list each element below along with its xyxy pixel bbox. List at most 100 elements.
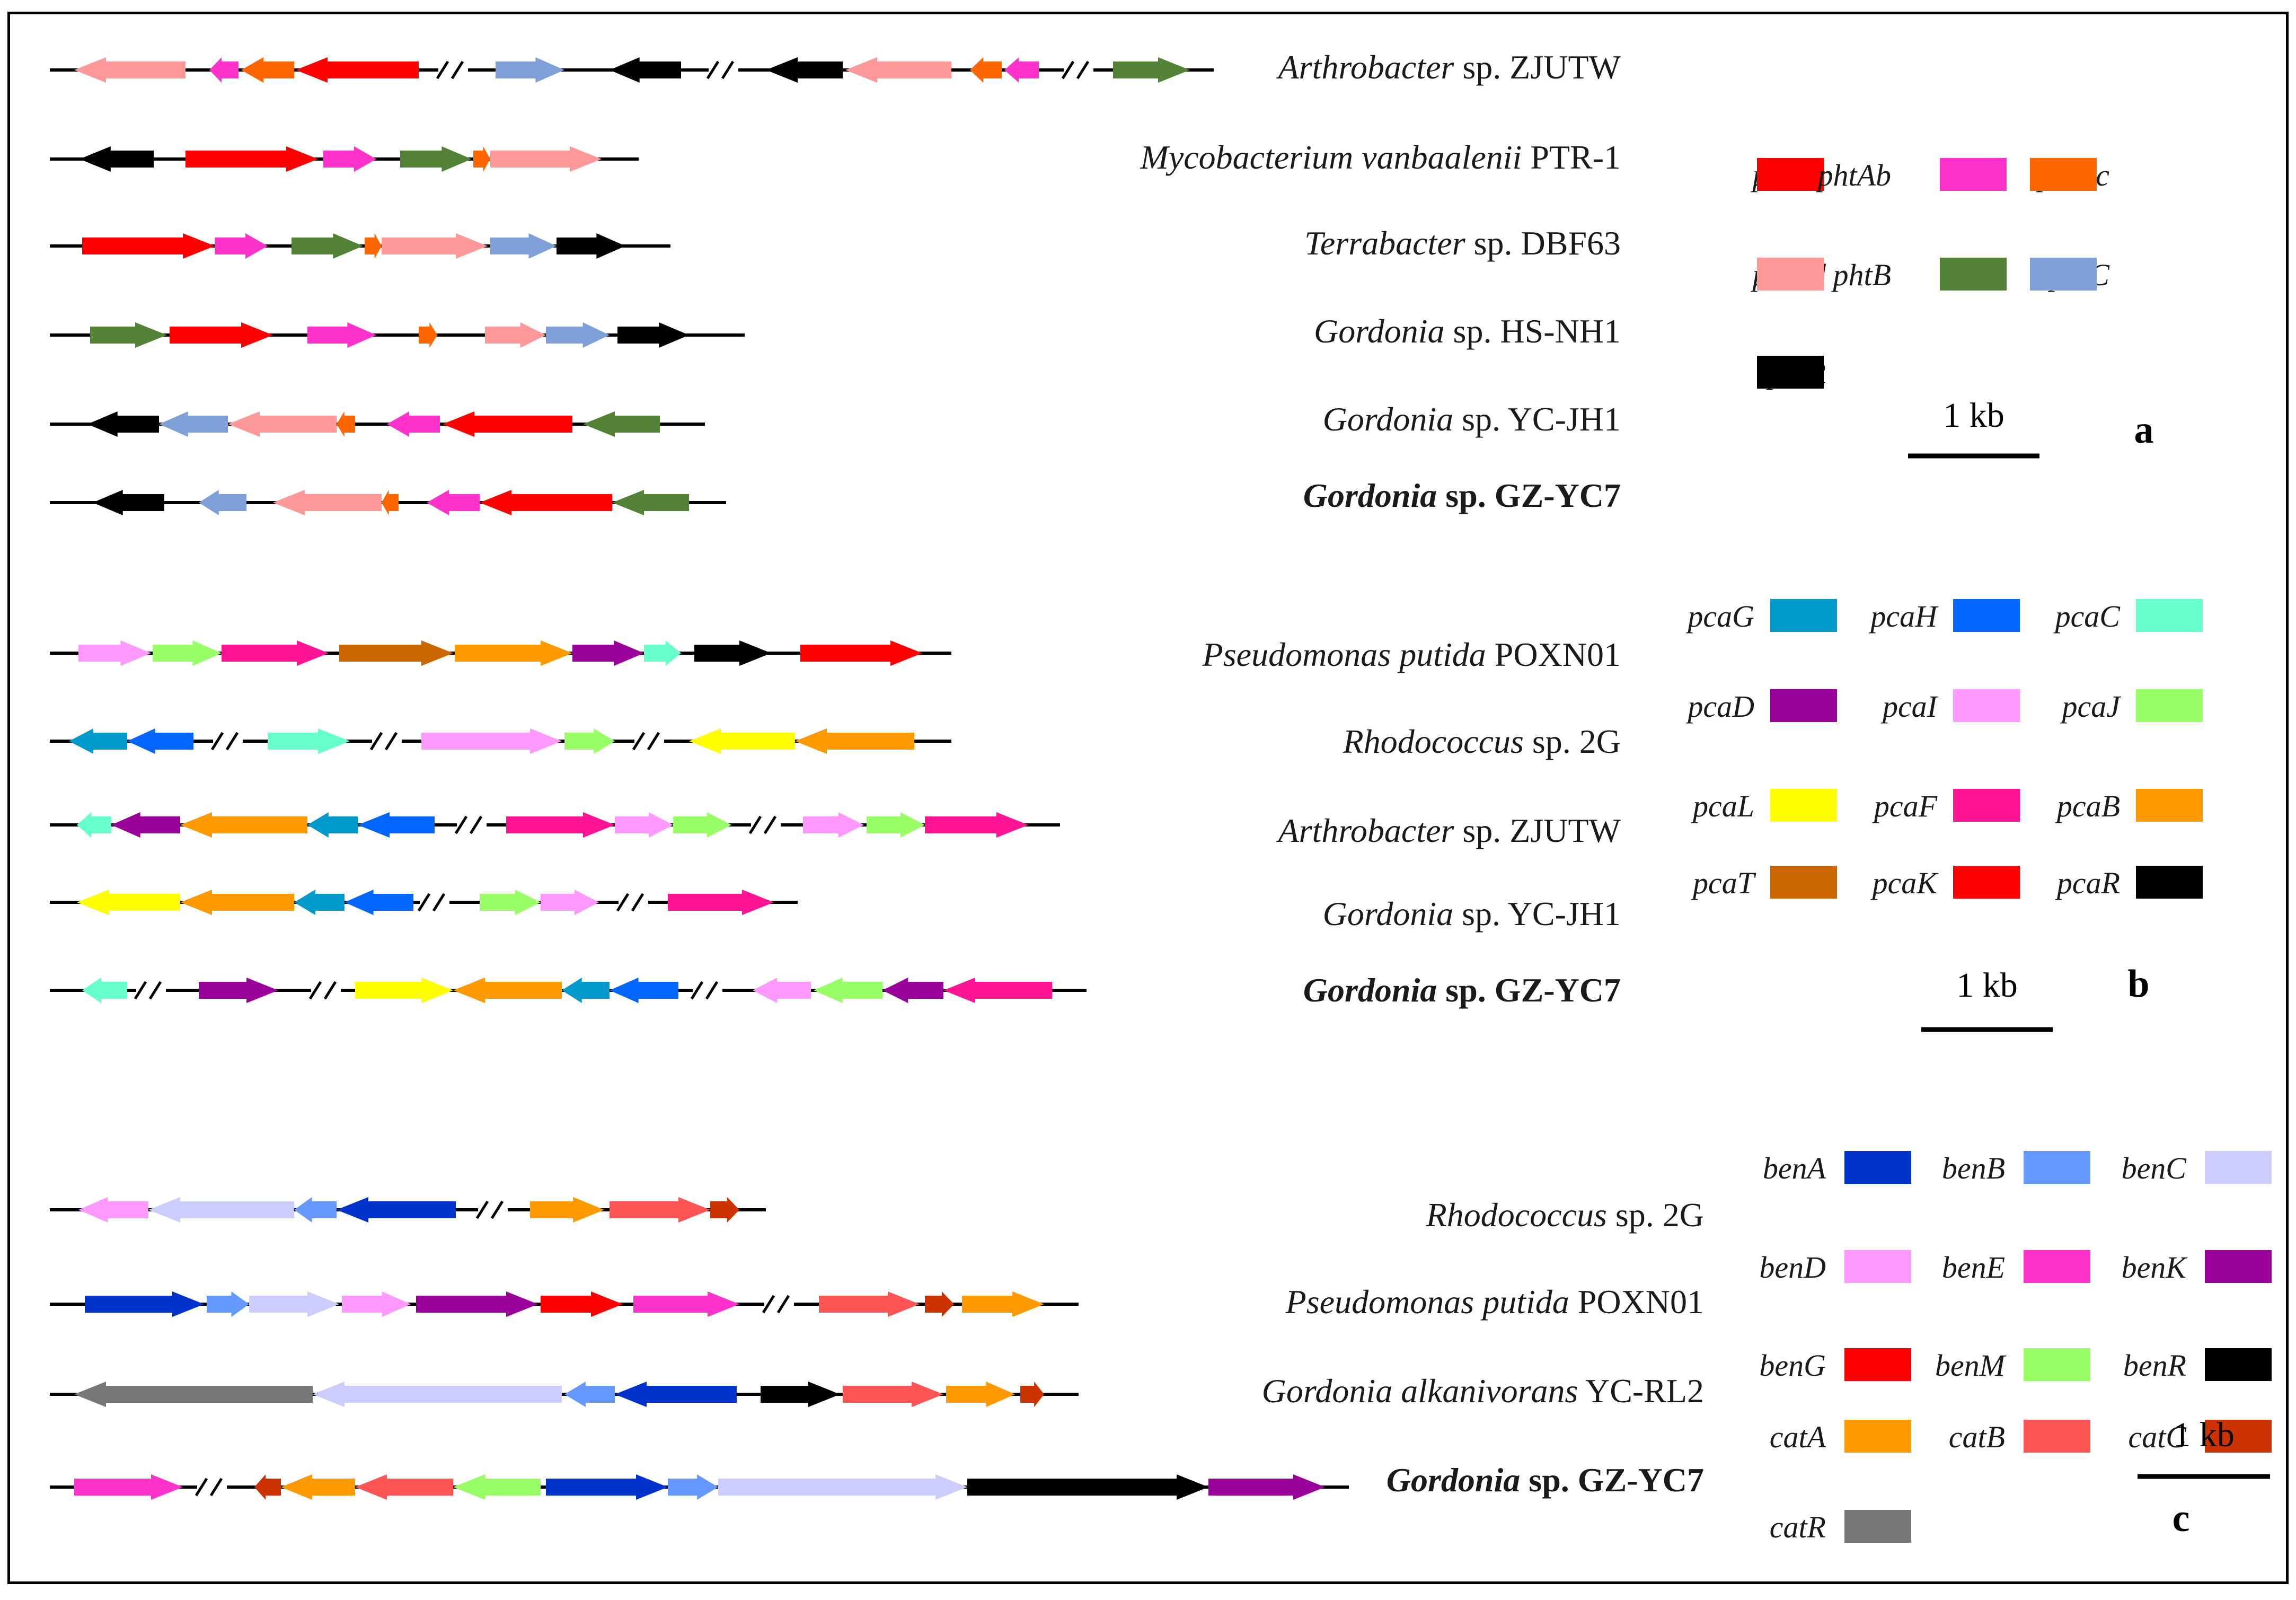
legend-swatch: [2205, 1420, 2272, 1453]
gene-arrow-phtC: [490, 233, 557, 259]
organism-label: Gordonia sp. YC-JH1: [1323, 895, 1621, 933]
break-mark: [1061, 60, 1093, 80]
gene-arrow-benC: [313, 1382, 562, 1407]
gene-arrow-benA: [615, 1382, 737, 1407]
gene-arrow-pcaD: [572, 640, 644, 666]
gene-arrow-phtR: [557, 233, 625, 259]
gene-arrow-pcaF: [668, 890, 774, 915]
gene-arrow-benK: [416, 1291, 538, 1317]
gene-arrow-pcaI: [78, 640, 151, 666]
gene-arrow-pcaG: [294, 890, 345, 915]
legend-label: benC: [2122, 1151, 2187, 1185]
gene-arrow-pcaC: [644, 640, 681, 666]
gene-arrow-pcaL: [689, 728, 795, 754]
gene-arrow-pcaI: [541, 890, 599, 915]
gene-arrow-phtAc: [419, 322, 437, 348]
break-mark: [369, 732, 402, 751]
gene-arrow-phtC: [159, 411, 228, 437]
gene-arrow-phtAc: [365, 233, 382, 259]
scale-label: 1 kb: [2173, 1416, 2235, 1454]
legend-swatch: [2030, 258, 2097, 291]
organism-strain: sp. DBF63: [1465, 224, 1621, 262]
gene-arrow-phtAd: [490, 146, 602, 172]
gene-arrow-phtAa: [296, 57, 419, 83]
gene-arrow-phtAa: [170, 322, 273, 348]
break-mark: [706, 60, 738, 80]
gene-arrow-benB: [668, 1474, 718, 1500]
gene-arrow-phtAb: [427, 490, 480, 515]
organism-genus: Arthrobacter: [1276, 48, 1455, 86]
gene-arrow-phtAc: [241, 57, 294, 83]
organism-strain: sp. GZ-YC7: [1437, 477, 1621, 514]
legend-item-phtAb: phtAb: [1815, 158, 2007, 192]
legend-swatch: [1757, 258, 1824, 291]
legend-swatch: [2205, 1348, 2272, 1381]
break-mark: [308, 981, 341, 1000]
gene-arrow-benC: [249, 1291, 339, 1317]
gene-arrow-phtR: [610, 57, 681, 83]
gene-arrow-benC: [148, 1197, 294, 1223]
legend-label: benB: [1942, 1151, 2005, 1185]
gene-arrow-pcaC: [82, 978, 127, 1003]
gene-arrow-pcaF: [222, 640, 329, 666]
gene-arrow-phtAb: [307, 322, 376, 348]
organism-label: Terrabacter sp. DBF63: [1304, 224, 1621, 262]
gene-arrow-phtAd: [382, 233, 488, 259]
legend-swatch: [1770, 689, 1837, 722]
legend-item-catR: catR: [1770, 1510, 1911, 1544]
legend-item-benD: benD: [1759, 1250, 1911, 1285]
legend-item-pcaR: pcaR: [2055, 866, 2203, 900]
gene-arrow-phtAa: [186, 146, 318, 172]
organism-label: Pseudomonas putida POXN01: [1202, 636, 1621, 673]
gene-arrow-phtB: [583, 411, 660, 437]
legend-item-phtAc: phtAc: [2030, 158, 2109, 192]
legend-item-benK: benK: [2122, 1250, 2272, 1285]
gene-arrow-pcaG: [307, 812, 358, 838]
organism-strain: sp. 2G: [1524, 723, 1621, 760]
gene-arrow-benA: [85, 1291, 204, 1317]
organism-genus: Gordonia: [1303, 971, 1437, 1009]
gene-arrow-pcaB: [795, 728, 914, 754]
gene-arrow-phtB: [400, 146, 472, 172]
organism-strain: sp. GZ-YC7: [1520, 1461, 1704, 1499]
gene-arrow-phtAa: [82, 233, 215, 259]
gene-arrow-pcaH: [127, 728, 193, 754]
organism-strain: sp. YC-JH1: [1453, 400, 1621, 438]
organism-genus: Gordonia: [1323, 895, 1454, 933]
gene-arrow-pcaR: [694, 640, 771, 666]
gene-arrow-pcaD: [199, 978, 278, 1003]
panel-letter: b: [2127, 962, 2149, 1006]
legend-item-benE: benE: [1942, 1250, 2090, 1285]
gene-arrow-phtB: [612, 490, 689, 515]
gene-arrow-phtC: [199, 490, 246, 515]
gene-arrow-catA: [962, 1291, 1044, 1317]
gene-arrow-benM: [453, 1474, 541, 1500]
legend-label: pcaC: [2053, 599, 2121, 634]
legend-item-pcaI: pcaI: [1880, 689, 2020, 724]
legend-label: benA: [1763, 1151, 1826, 1185]
gene-arrow-pcaJ: [814, 978, 882, 1003]
legend-item-catA: catA: [1770, 1420, 1911, 1454]
gene-arrow-catB: [843, 1382, 943, 1407]
legend-swatch: [1770, 599, 1837, 632]
legend-label: pcaJ: [2060, 689, 2122, 724]
gene-arrow-benE: [74, 1474, 183, 1500]
legend-item-pcaD: pcaD: [1685, 689, 1837, 724]
legend-label: pcaB: [2055, 789, 2120, 823]
break-mark: [616, 893, 648, 912]
legend-label: pcaL: [1691, 789, 1754, 823]
organism-genus: Gordonia: [1387, 1461, 1521, 1499]
legend-swatch: [1940, 158, 2007, 191]
legend-swatch: [2205, 1151, 2272, 1184]
break-mark: [454, 815, 487, 834]
gene-arrow-catA: [946, 1382, 1015, 1407]
organism-genus: Pseudomonas putida: [1202, 636, 1486, 673]
organism-genus: Gordonia: [1323, 400, 1454, 438]
legend-swatch: [1844, 1250, 1911, 1283]
gene-arrow-phtAc: [382, 490, 399, 515]
gene-arrow-phtAc: [473, 146, 490, 172]
gene-arrow-catC: [1020, 1382, 1044, 1407]
gene-arrow-catA: [530, 1197, 604, 1223]
legend-swatch: [2024, 1151, 2090, 1184]
legend-item-benR: benR: [2123, 1348, 2272, 1383]
